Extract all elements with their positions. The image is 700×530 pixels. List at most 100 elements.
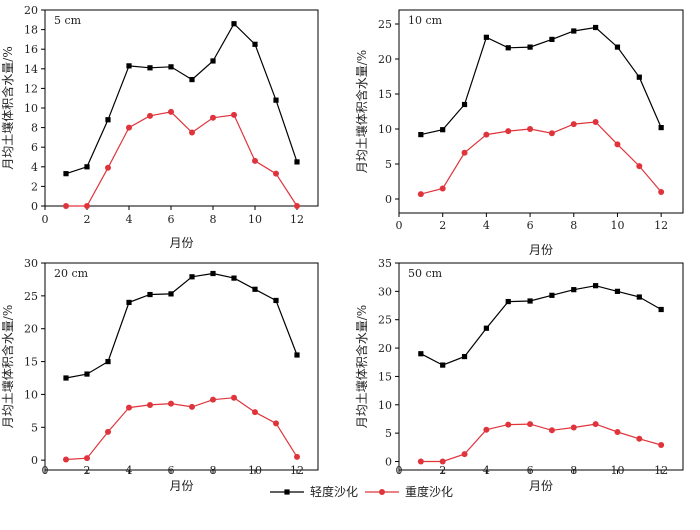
- y-tick-label: 0: [385, 455, 392, 468]
- data-point-heavy: [483, 131, 490, 138]
- data-point-light: [527, 298, 533, 304]
- data-point-light: [658, 125, 664, 131]
- data-point-heavy: [636, 163, 643, 170]
- chart-panel-4: 0 5 10 15 20 25 30 35 0 2 4 6 8 10 12 50 cm 月份 月均土壤体积含水量/…: [354, 257, 684, 493]
- x-tick-label: 8: [570, 464, 577, 477]
- data-point-heavy: [210, 114, 216, 121]
- data-point-light: [231, 275, 237, 281]
- data-point-heavy: [273, 420, 279, 427]
- data-point-heavy: [84, 455, 90, 462]
- x-tick-label: 6: [527, 219, 534, 232]
- y-tick-label: 10: [378, 399, 392, 412]
- plot-frame: [398, 262, 684, 471]
- data-point-light: [440, 362, 446, 368]
- legend-circle-icon: [379, 489, 385, 495]
- data-point-heavy: [210, 396, 216, 403]
- series-line-1: [420, 285, 662, 366]
- data-point-heavy: [614, 429, 621, 436]
- data-point-heavy: [417, 458, 424, 465]
- plot-frame: [44, 9, 319, 207]
- data-point-light: [418, 132, 424, 138]
- data-point-heavy: [84, 203, 90, 209]
- data-point-heavy: [505, 128, 512, 135]
- x-tick-label: 2: [439, 219, 446, 232]
- data-point-light: [658, 306, 664, 313]
- y-tick-label: 15: [24, 356, 38, 369]
- y-tick-label: 15: [378, 370, 392, 383]
- data-point-heavy: [231, 111, 237, 118]
- y-tick-label: 16: [24, 43, 38, 56]
- data-point-light: [614, 288, 621, 294]
- y-tick-label: 5: [31, 421, 38, 434]
- data-point-light: [126, 63, 132, 69]
- data-point-light: [505, 298, 511, 305]
- chart-panel-1: 0 2 4 6 8 10 12 14 16 18 20 0 2 4 6 8 10 12 5 cm 月份 月均土壤体积含水…: [0, 4, 319, 250]
- data-point-light: [210, 58, 216, 64]
- data-point-light: [84, 371, 90, 377]
- y-tick-label: 30: [24, 257, 38, 270]
- x-tick-label: 0: [42, 213, 49, 226]
- data-point-heavy: [548, 427, 555, 434]
- data-point-light: [294, 352, 300, 358]
- y-tick-label: 20: [378, 342, 392, 355]
- data-point-heavy: [252, 157, 258, 164]
- y-axis-label: 月均土壤体积含水量/%: [354, 305, 369, 428]
- data-point-heavy: [527, 421, 534, 428]
- y-tick-label: 12: [24, 82, 38, 95]
- data-point-light: [527, 44, 533, 50]
- data-point-heavy: [570, 121, 577, 128]
- data-point-light: [63, 171, 69, 177]
- y-tick-label: 5: [385, 158, 392, 171]
- data-point-light: [126, 299, 132, 306]
- data-point-light: [105, 117, 111, 123]
- chart-panel-3: 0 5 10 15 20 25 30 0 2 4 6 8 10 12 20 cm 月份 月均土壤体积含水量/%: [0, 257, 319, 493]
- x-tick-label: 10: [248, 464, 262, 477]
- data-point-heavy: [252, 409, 258, 416]
- data-point-light: [549, 36, 555, 42]
- data-point-light: [63, 375, 69, 381]
- data-point-light: [593, 24, 599, 31]
- panel-label: 50 cm: [408, 267, 443, 280]
- x-tick-label: 2: [84, 464, 91, 477]
- data-point-light: [210, 270, 216, 277]
- x-tick-label: 10: [248, 213, 262, 226]
- data-point-light: [273, 97, 279, 103]
- data-point-light: [549, 292, 555, 298]
- x-tick-label: 8: [210, 464, 217, 477]
- data-point-heavy: [658, 442, 665, 449]
- data-point-light: [168, 64, 174, 70]
- x-tick-label: 8: [210, 213, 217, 226]
- data-point-light: [461, 353, 468, 360]
- data-point-heavy: [483, 426, 490, 433]
- data-point-heavy: [417, 191, 424, 198]
- y-axis-label: 月均土壤体积含水量/%: [0, 305, 15, 428]
- data-point-heavy: [548, 130, 555, 137]
- data-point-light: [614, 44, 621, 50]
- y-tick-label: 10: [24, 388, 38, 401]
- legend: 轻度沙化 重度沙化: [270, 484, 453, 499]
- x-tick-label: 0: [396, 219, 403, 232]
- y-tick-label: 10: [378, 123, 392, 136]
- data-point-light: [294, 159, 300, 165]
- series-line-2: [66, 111, 298, 207]
- data-point-light: [105, 358, 111, 365]
- y-tick-label: 14: [24, 63, 38, 76]
- series-line-1: [420, 26, 662, 136]
- x-tick-label: 4: [126, 464, 133, 477]
- data-point-light: [147, 291, 153, 298]
- data-point-light: [483, 34, 489, 40]
- legend-square-icon: [284, 489, 290, 495]
- x-tick-label: 12: [290, 213, 304, 226]
- y-tick-label: 15: [378, 88, 392, 101]
- chart-panel-2: 0 5 10 15 20 25 0 2 4 6 8 10 12 10 cm 月份 月均土壤体积含水量/%: [354, 9, 684, 257]
- data-point-heavy: [527, 126, 534, 132]
- data-point-heavy: [592, 421, 599, 428]
- y-tick-label: 6: [31, 141, 38, 154]
- data-point-light: [571, 28, 577, 34]
- data-point-heavy: [461, 149, 468, 156]
- y-tick-label: 25: [378, 314, 392, 327]
- data-point-light: [593, 283, 599, 289]
- y-tick-label: 0: [31, 454, 38, 467]
- data-point-heavy: [439, 458, 446, 465]
